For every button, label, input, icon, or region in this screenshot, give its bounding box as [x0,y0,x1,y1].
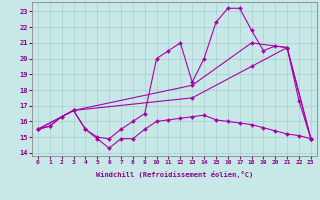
X-axis label: Windchill (Refroidissement éolien,°C): Windchill (Refroidissement éolien,°C) [96,171,253,178]
